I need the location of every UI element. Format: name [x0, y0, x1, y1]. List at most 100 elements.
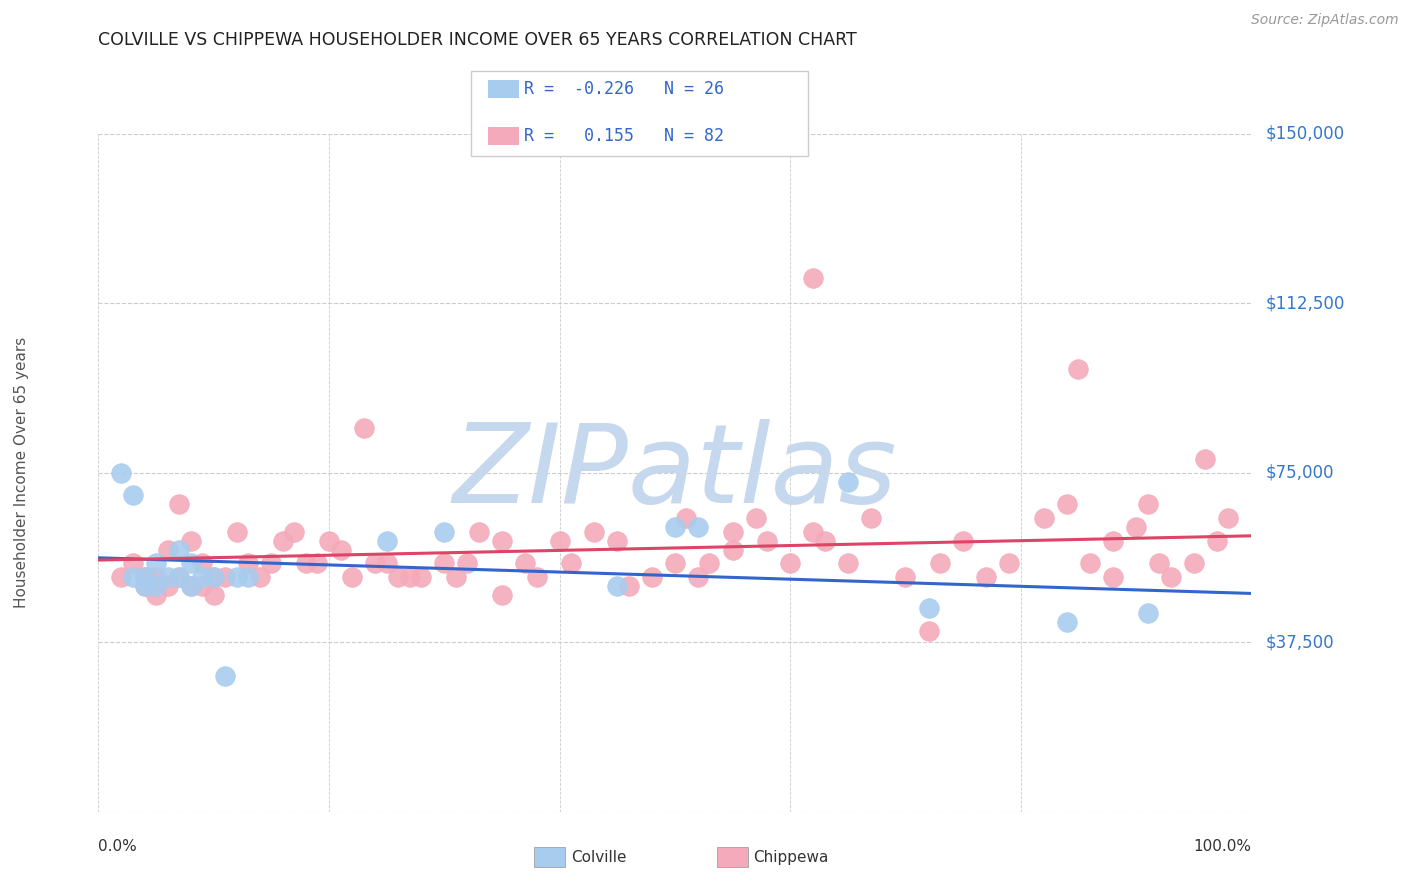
- Point: [491, 533, 513, 548]
- Point: [468, 524, 491, 539]
- Point: [1056, 497, 1078, 511]
- Point: [1078, 556, 1101, 570]
- Point: [1160, 570, 1182, 584]
- Point: [191, 579, 214, 593]
- Point: [191, 570, 214, 584]
- Point: [756, 533, 779, 548]
- Point: [894, 570, 917, 584]
- Text: $37,500: $37,500: [1265, 633, 1334, 651]
- Point: [1218, 511, 1240, 525]
- Text: 100.0%: 100.0%: [1194, 838, 1251, 854]
- Point: [686, 570, 709, 584]
- Point: [122, 488, 145, 502]
- Point: [801, 271, 824, 285]
- Text: ZIPatlas: ZIPatlas: [453, 419, 897, 526]
- Point: [917, 624, 939, 638]
- Point: [617, 579, 640, 593]
- Point: [156, 570, 179, 584]
- Point: [167, 542, 190, 557]
- Point: [526, 570, 548, 584]
- Point: [814, 533, 837, 548]
- Point: [180, 579, 202, 593]
- Point: [110, 466, 132, 480]
- Point: [167, 497, 190, 511]
- Point: [1056, 615, 1078, 629]
- Text: $112,500: $112,500: [1265, 294, 1344, 312]
- Text: R =   0.155   N = 82: R = 0.155 N = 82: [524, 127, 724, 145]
- Point: [329, 542, 352, 557]
- Point: [837, 556, 859, 570]
- Point: [134, 579, 156, 593]
- Point: [1125, 520, 1147, 534]
- Point: [721, 524, 744, 539]
- Point: [433, 556, 456, 570]
- Point: [134, 570, 156, 584]
- Text: Source: ZipAtlas.com: Source: ZipAtlas.com: [1251, 13, 1399, 28]
- Point: [1032, 511, 1054, 525]
- Point: [675, 511, 697, 525]
- Point: [238, 556, 260, 570]
- Point: [606, 533, 628, 548]
- Point: [271, 533, 294, 548]
- Point: [145, 570, 167, 584]
- Point: [721, 542, 744, 557]
- Point: [998, 556, 1021, 570]
- Point: [249, 570, 271, 584]
- Point: [641, 570, 664, 584]
- Point: [917, 601, 939, 615]
- Point: [929, 556, 952, 570]
- Point: [1067, 361, 1090, 376]
- Point: [375, 533, 398, 548]
- Point: [180, 579, 202, 593]
- Point: [225, 570, 247, 584]
- Point: [513, 556, 536, 570]
- Point: [433, 524, 456, 539]
- Point: [699, 556, 721, 570]
- Text: Householder Income Over 65 years: Householder Income Over 65 years: [14, 337, 28, 608]
- Text: R =  -0.226   N = 26: R = -0.226 N = 26: [524, 80, 724, 98]
- Point: [1194, 452, 1216, 467]
- Point: [664, 556, 686, 570]
- Point: [664, 520, 686, 534]
- Point: [837, 475, 859, 489]
- Point: [167, 570, 190, 584]
- Point: [145, 556, 167, 570]
- Text: Colville: Colville: [571, 850, 626, 864]
- Point: [134, 579, 156, 593]
- Point: [375, 556, 398, 570]
- Point: [202, 588, 225, 602]
- Point: [583, 524, 606, 539]
- Point: [801, 524, 824, 539]
- Point: [456, 556, 478, 570]
- Point: [156, 542, 179, 557]
- Point: [283, 524, 305, 539]
- Point: [974, 570, 997, 584]
- Point: [122, 556, 145, 570]
- Point: [167, 570, 190, 584]
- Point: [686, 520, 709, 534]
- Point: [238, 570, 260, 584]
- Point: [156, 579, 179, 593]
- Point: [180, 533, 202, 548]
- Point: [260, 556, 283, 570]
- Point: [145, 588, 167, 602]
- Point: [560, 556, 582, 570]
- Point: [202, 570, 225, 584]
- Point: [340, 570, 363, 584]
- Point: [1147, 556, 1170, 570]
- Text: 0.0%: 0.0%: [98, 838, 138, 854]
- Point: [353, 420, 375, 434]
- Point: [1136, 497, 1159, 511]
- Text: $75,000: $75,000: [1265, 464, 1334, 482]
- Point: [411, 570, 433, 584]
- Point: [307, 556, 329, 570]
- Point: [1205, 533, 1227, 548]
- Point: [214, 570, 236, 584]
- Point: [1102, 533, 1125, 548]
- Point: [398, 570, 420, 584]
- Point: [744, 511, 766, 525]
- Point: [364, 556, 387, 570]
- Point: [202, 570, 225, 584]
- Point: [1102, 570, 1125, 584]
- Point: [134, 570, 156, 584]
